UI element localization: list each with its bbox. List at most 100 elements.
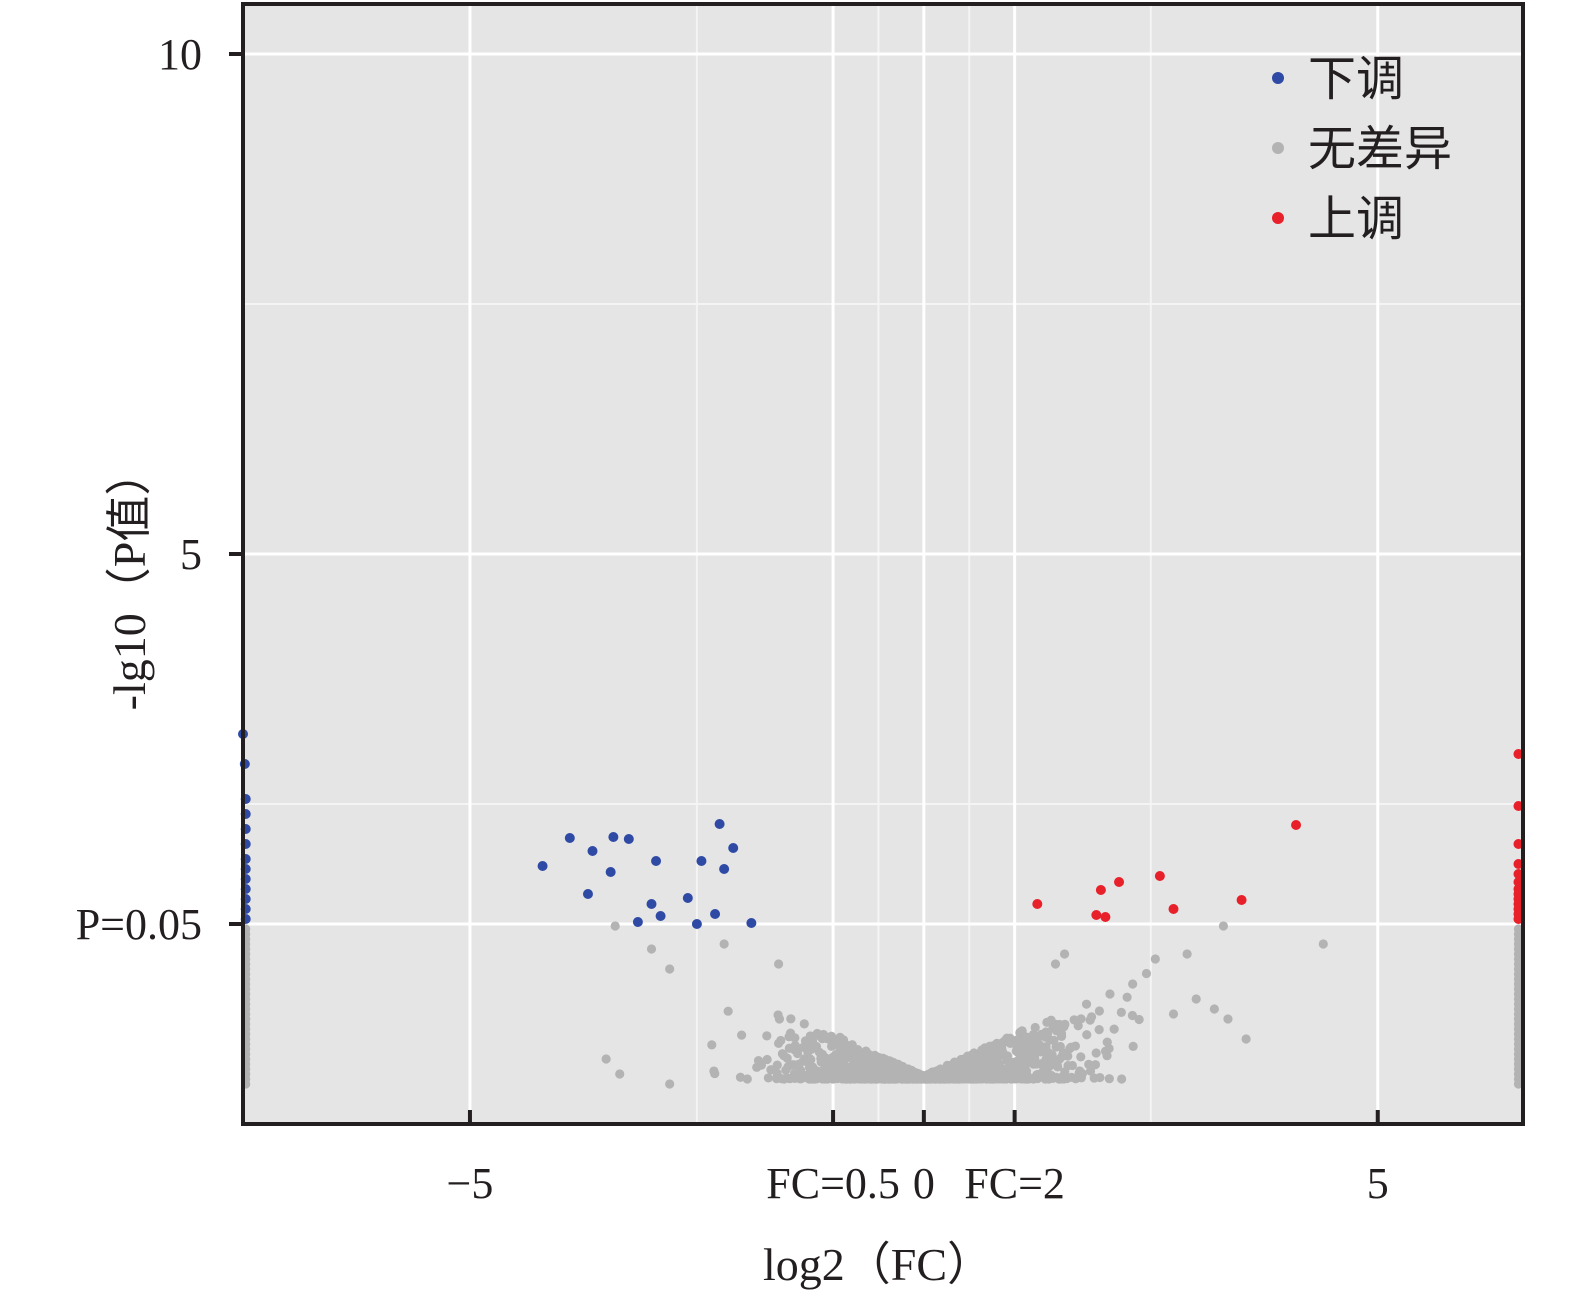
legend-marker	[1272, 72, 1284, 84]
data-point-none	[1191, 994, 1201, 1004]
data-point-none	[863, 1071, 874, 1081]
data-point-none	[995, 1072, 1005, 1083]
data-point-none	[601, 1054, 611, 1064]
data-point-none	[1060, 1019, 1070, 1029]
data-point-none	[1053, 1062, 1063, 1072]
data-point-none	[1090, 1060, 1101, 1070]
data-point-none	[1076, 1014, 1086, 1024]
data-point-up	[1513, 877, 1524, 887]
data-point-none	[830, 1066, 840, 1077]
data-point-down	[623, 834, 634, 844]
data-point-none	[665, 964, 675, 974]
data-point-none	[980, 1062, 991, 1073]
data-point-none	[615, 1069, 625, 1079]
data-point-up	[1513, 839, 1524, 849]
data-point-none	[1037, 1060, 1047, 1070]
data-point-none	[1209, 1004, 1219, 1014]
data-point-none	[786, 1014, 796, 1024]
data-point-none	[1241, 1034, 1251, 1044]
data-point-none	[861, 1046, 871, 1056]
plot-frame	[241, 2, 1525, 1126]
data-point-none	[1141, 968, 1152, 979]
legend-label: 无差异	[1308, 123, 1452, 176]
data-point-none	[1117, 1074, 1127, 1084]
data-point-none	[978, 1049, 988, 1059]
data-point-none	[970, 1073, 980, 1084]
data-point-down	[655, 911, 666, 921]
major-gridlines	[243, 4, 1523, 1124]
data-point-none	[1043, 1054, 1053, 1065]
data-point-none	[910, 1072, 920, 1082]
data-point-none	[812, 1028, 822, 1039]
x-axis-title: log2（FC）	[763, 1239, 993, 1290]
data-point-none	[1513, 924, 1524, 934]
data-point-none	[1014, 1071, 1024, 1081]
x-tick-label: FC=0.5	[766, 1159, 900, 1208]
data-point-none	[1091, 1048, 1101, 1058]
data-point-none	[805, 1074, 816, 1084]
data-point-none	[763, 1073, 773, 1083]
data-point-none	[1094, 1025, 1104, 1035]
data-point-none	[1318, 939, 1328, 949]
data-point-down	[564, 833, 575, 843]
data-point-up	[1513, 801, 1524, 811]
data-point-up	[1100, 912, 1111, 922]
data-point-none	[821, 1032, 831, 1042]
data-point-none	[1134, 1014, 1144, 1025]
data-point-none	[1055, 1074, 1065, 1084]
data-point-none	[737, 1030, 747, 1040]
data-point-none	[1094, 1006, 1104, 1016]
data-point-none	[872, 1065, 882, 1075]
data-point-none	[1085, 1015, 1095, 1025]
data-point-none	[779, 1051, 789, 1061]
data-point-none	[1150, 954, 1160, 964]
data-point-up	[1513, 749, 1524, 759]
data-point-down	[605, 867, 616, 877]
data-point-none	[1033, 1073, 1043, 1084]
x-tick-label: −5	[447, 1159, 494, 1208]
minor-gridlines	[243, 4, 1523, 1124]
data-point-none	[1128, 1041, 1138, 1051]
data-point-none	[735, 1072, 746, 1082]
data-point-up	[1168, 904, 1179, 914]
data-point-down	[710, 909, 721, 919]
data-point-none	[709, 1066, 719, 1076]
data-point-none	[1017, 1026, 1027, 1036]
data-point-none	[1049, 1035, 1059, 1045]
data-point-none	[1066, 1042, 1076, 1052]
data-point-up	[1154, 871, 1165, 881]
y-tick-label: 5	[180, 530, 202, 579]
data-point-none	[1036, 1029, 1047, 1039]
data-point-down	[608, 832, 619, 842]
data-point-none	[762, 1031, 772, 1041]
data-point-up	[1032, 899, 1043, 909]
data-point-up	[1095, 885, 1106, 895]
data-point-none	[1066, 1072, 1077, 1082]
data-point-none	[843, 1072, 853, 1082]
data-point-none	[1023, 1044, 1033, 1054]
data-point-none	[792, 1048, 803, 1059]
data-point-down	[696, 856, 707, 866]
data-point-none	[1067, 1060, 1078, 1071]
data-point-none	[799, 1019, 809, 1029]
data-point-none	[836, 1066, 846, 1076]
data-point-none	[1122, 992, 1132, 1002]
data-point-none	[1059, 949, 1070, 959]
data-point-none	[610, 921, 620, 931]
data-point-down	[587, 846, 598, 856]
data-point-none	[953, 1059, 963, 1069]
data-point-none	[794, 1059, 804, 1069]
data-point-up	[1236, 895, 1247, 905]
data-point-none	[970, 1060, 980, 1070]
data-point-none	[1046, 1015, 1056, 1025]
data-point-none	[665, 1079, 675, 1089]
data-point-none	[844, 1048, 854, 1058]
x-tick-label: 0	[913, 1159, 935, 1208]
data-point-down	[632, 917, 643, 927]
data-point-none	[779, 1074, 789, 1084]
data-point-none	[817, 1052, 827, 1062]
data-point-up	[1513, 869, 1524, 879]
data-point-down	[746, 918, 757, 928]
